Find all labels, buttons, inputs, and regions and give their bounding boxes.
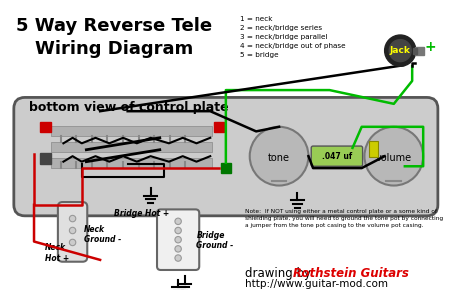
Bar (221, 163, 231, 173)
Circle shape (175, 246, 182, 252)
Bar (369, 141, 378, 157)
FancyBboxPatch shape (14, 98, 438, 216)
Text: +: + (425, 40, 437, 54)
Bar (214, 122, 224, 132)
Bar (40, 153, 51, 164)
Text: bottom view of control plate: bottom view of control plate (28, 101, 228, 114)
Text: http://www.guitar-mod.com: http://www.guitar-mod.com (245, 279, 388, 289)
Circle shape (250, 127, 309, 185)
Text: 4 = neck/bridge out of phase: 4 = neck/bridge out of phase (240, 43, 345, 49)
FancyBboxPatch shape (157, 209, 199, 270)
Bar (415, 47, 424, 55)
Text: Note:  If NOT using either a metal control plate or a some kind of
shielding pla: Note: If NOT using either a metal contro… (245, 209, 443, 228)
FancyBboxPatch shape (58, 202, 87, 262)
Text: Neck
Ground -: Neck Ground - (83, 225, 121, 245)
Circle shape (384, 35, 416, 66)
Text: Bridge
Ground -: Bridge Ground - (197, 231, 234, 250)
Bar (40, 122, 51, 132)
Text: 2 = neck/bridge series: 2 = neck/bridge series (240, 25, 322, 31)
Circle shape (69, 227, 76, 234)
Circle shape (365, 127, 423, 185)
Text: volume: volume (376, 153, 412, 163)
Bar (52, 142, 212, 152)
Text: 3 = neck/bridge parallel: 3 = neck/bridge parallel (240, 34, 327, 40)
Text: tone: tone (268, 153, 290, 163)
Text: Jack: Jack (390, 46, 410, 55)
Bar (52, 126, 212, 136)
Text: Neck
Hot +: Neck Hot + (45, 243, 69, 263)
Text: 1 = neck: 1 = neck (240, 16, 272, 22)
Bar (413, 48, 417, 54)
Circle shape (175, 255, 182, 261)
Circle shape (389, 40, 411, 62)
Circle shape (69, 215, 76, 222)
Text: Bridge Hot +: Bridge Hot + (114, 209, 169, 218)
Circle shape (69, 239, 76, 246)
Circle shape (175, 227, 182, 234)
Text: 5 = bridge: 5 = bridge (240, 52, 278, 58)
Text: Rothstein Guitars: Rothstein Guitars (293, 267, 409, 280)
FancyBboxPatch shape (311, 146, 363, 166)
Text: drawing by: drawing by (245, 267, 315, 280)
Text: .047 uf: .047 uf (322, 152, 352, 161)
Text: 5 Way Reverse Tele
Wiring Diagram: 5 Way Reverse Tele Wiring Diagram (16, 17, 212, 58)
Bar (52, 158, 212, 168)
Circle shape (175, 218, 182, 225)
Circle shape (175, 236, 182, 243)
